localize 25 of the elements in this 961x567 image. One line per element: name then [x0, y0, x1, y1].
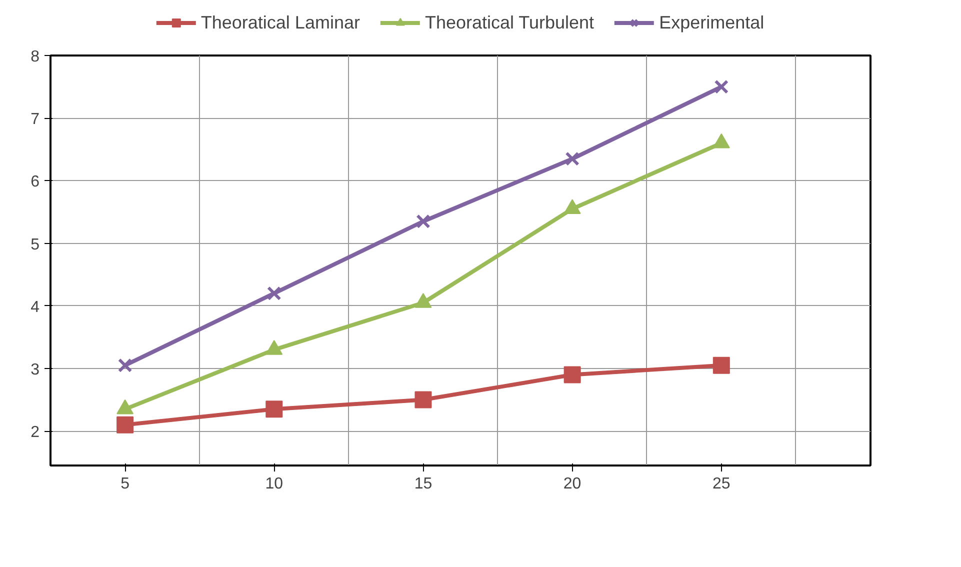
x-tick-label: 20 — [563, 476, 582, 492]
y-tick-label: 4 — [30, 298, 40, 316]
x-tick-label: 15 — [414, 476, 432, 492]
point — [564, 366, 581, 384]
point — [565, 152, 580, 166]
point — [416, 214, 430, 229]
y-tick-label: 7 — [30, 111, 40, 128]
point — [266, 400, 283, 418]
y-tick-label: 8 — [30, 48, 40, 66]
point — [714, 80, 729, 94]
legend-label: Theoratical Turbulent — [424, 12, 594, 33]
point — [116, 416, 134, 434]
y-tick-label: 5 — [30, 236, 40, 254]
point — [266, 286, 282, 301]
y-tick-label: 6 — [30, 174, 40, 191]
legend-label: Theoratical Laminar — [200, 12, 360, 33]
x-tick-label: 10 — [265, 476, 284, 492]
y-tick-label: 2 — [30, 424, 40, 442]
legend-label: Experimental — [659, 12, 764, 33]
y-tick-label: 3 — [30, 361, 40, 378]
x-tick-label: 5 — [120, 476, 130, 492]
point — [712, 356, 730, 374]
point — [118, 358, 132, 373]
x-tick-label: 25 — [712, 476, 730, 492]
point — [414, 391, 432, 408]
